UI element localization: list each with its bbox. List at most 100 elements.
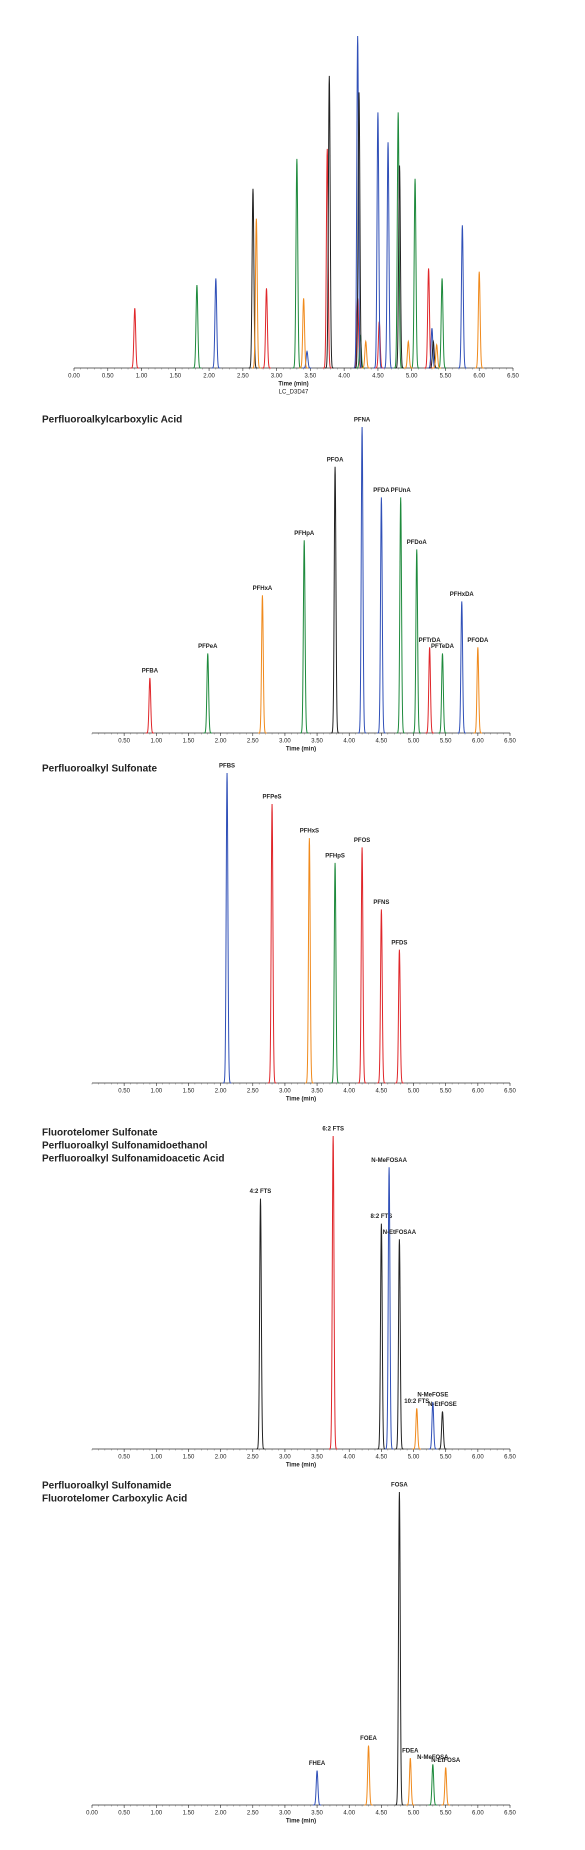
peak <box>192 284 202 369</box>
x-tick-label: 2.00 <box>215 739 227 745</box>
x-tick-label: 6.50 <box>504 1089 516 1095</box>
x-tick-label: 2.50 <box>247 739 259 745</box>
x-tick-label: 0.00 <box>86 1811 98 1817</box>
peak <box>357 847 367 1084</box>
x-tick-label: 1.00 <box>150 1089 162 1095</box>
x-tick-label: 1.50 <box>183 1455 195 1461</box>
peak <box>267 803 277 1084</box>
x-tick-label: 4.50 <box>376 1811 388 1817</box>
x-tick-label: 0.50 <box>118 1811 130 1817</box>
x-tick-label: 3.00 <box>279 1455 291 1461</box>
x-tick-label: 1.00 <box>150 1811 162 1817</box>
x-tick-label: 1.50 <box>183 1089 195 1095</box>
peak-label: PFHxDA <box>450 592 475 598</box>
peak <box>312 1770 322 1806</box>
peak-label: PFUnA <box>391 488 412 494</box>
x-tick-label: 3.50 <box>311 1089 323 1095</box>
peak <box>354 92 364 369</box>
x-tick-label: 6.00 <box>472 1455 484 1461</box>
peak <box>203 653 212 734</box>
x-tick-label: 6.50 <box>507 374 519 380</box>
peak <box>256 1198 265 1450</box>
x-tick-label: 2.00 <box>215 1089 227 1095</box>
peak-label: FOSA <box>391 1483 408 1489</box>
x-tick-label: 5.50 <box>440 1089 452 1095</box>
chart-title: Perfluoroalkylcarboxylic Acid <box>42 415 182 426</box>
x-tick-label: 5.00 <box>408 1089 420 1095</box>
peak-label: PFNA <box>354 418 371 424</box>
peak <box>305 838 314 1084</box>
x-tick-label: 5.50 <box>440 1455 452 1461</box>
peak <box>145 677 155 734</box>
peak <box>395 1491 404 1806</box>
x-tick-label: 1.50 <box>183 739 195 745</box>
peak <box>384 1167 394 1450</box>
chart-title: Perfluoroalkyl Sulfonamide <box>42 1481 172 1492</box>
peak <box>377 1223 386 1450</box>
peak-label: PFTeDA <box>431 644 455 650</box>
x-tick-label: 5.50 <box>440 1811 452 1817</box>
peak-label: PFBA <box>142 668 159 674</box>
x-tick-label: 5.00 <box>406 374 418 380</box>
chart-title: Perfluoroalkyl Sulfonate <box>42 764 157 775</box>
peak <box>438 653 447 734</box>
peak <box>353 35 363 369</box>
peak <box>395 165 404 369</box>
x-tick-label: 6.00 <box>473 374 485 380</box>
x-tick-label: 1.50 <box>169 374 181 380</box>
peak-label: 10:2 FTS <box>404 1399 429 1405</box>
x-tick-label: 0.50 <box>118 1455 130 1461</box>
peak-label: PFHxA <box>253 586 273 592</box>
x-tick-label: 3.00 <box>279 739 291 745</box>
x-tick-label: 6.50 <box>504 739 516 745</box>
peak <box>130 308 140 369</box>
x-tick-label: 3.50 <box>311 739 323 745</box>
peak-label: PFTrDA <box>419 638 442 644</box>
x-tick-label: 3.00 <box>279 1089 291 1095</box>
peak <box>211 278 221 369</box>
x-tick-label: 6.00 <box>472 1089 484 1095</box>
peak-label: FHEA <box>309 1761 326 1767</box>
x-tick-label: 4.00 <box>343 739 355 745</box>
x-tick-label: 2.00 <box>203 374 215 380</box>
x-tick-label: 6.00 <box>472 1811 484 1817</box>
x-tick-label: 6.50 <box>504 1455 516 1461</box>
x-tick-label: 3.00 <box>279 1811 291 1817</box>
peak <box>395 1239 404 1450</box>
peak-label: PFBS <box>219 764 235 770</box>
peak-label: PFOA <box>327 457 344 463</box>
x-axis-label: Time (min) <box>286 747 316 753</box>
peak <box>424 268 433 369</box>
annotation: LC_D3D47 <box>279 390 309 396</box>
x-tick-label: 2.50 <box>247 1455 259 1461</box>
chart-title: Fluorotelomer Sulfonate <box>42 1128 158 1139</box>
peak <box>377 497 386 734</box>
x-axis-label: Time (min) <box>286 1819 316 1825</box>
x-tick-label: 0.00 <box>68 374 80 380</box>
peak <box>428 1401 438 1450</box>
peak-label: 8:2 FTS <box>371 1214 393 1220</box>
peak-label: PFDS <box>391 940 407 946</box>
x-tick-label: 2.50 <box>237 374 249 380</box>
peak <box>222 772 232 1084</box>
peak <box>410 178 420 369</box>
peak <box>328 1135 338 1450</box>
peak-label: PFPeS <box>263 795 282 801</box>
x-tick-label: 5.50 <box>440 374 452 380</box>
peak-label: PFODA <box>467 638 489 644</box>
peak <box>251 218 261 369</box>
x-tick-label: 5.00 <box>408 1811 420 1817</box>
x-tick-label: 6.00 <box>472 739 484 745</box>
peak-label: PFPeA <box>198 644 218 650</box>
chart-title: Fluorotelomer Carboxylic Acid <box>42 1494 187 1505</box>
peak <box>457 601 466 734</box>
x-tick-label: 5.00 <box>408 739 420 745</box>
x-axis-label: Time (min) <box>278 382 308 388</box>
x-tick-label: 4.00 <box>343 1089 355 1095</box>
peak-label: PFDoA <box>407 540 428 546</box>
peak <box>428 1764 438 1806</box>
x-tick-label: 4.00 <box>343 1811 355 1817</box>
x-tick-label: 4.50 <box>376 1455 388 1461</box>
peak <box>395 949 404 1084</box>
peak <box>412 1408 421 1450</box>
